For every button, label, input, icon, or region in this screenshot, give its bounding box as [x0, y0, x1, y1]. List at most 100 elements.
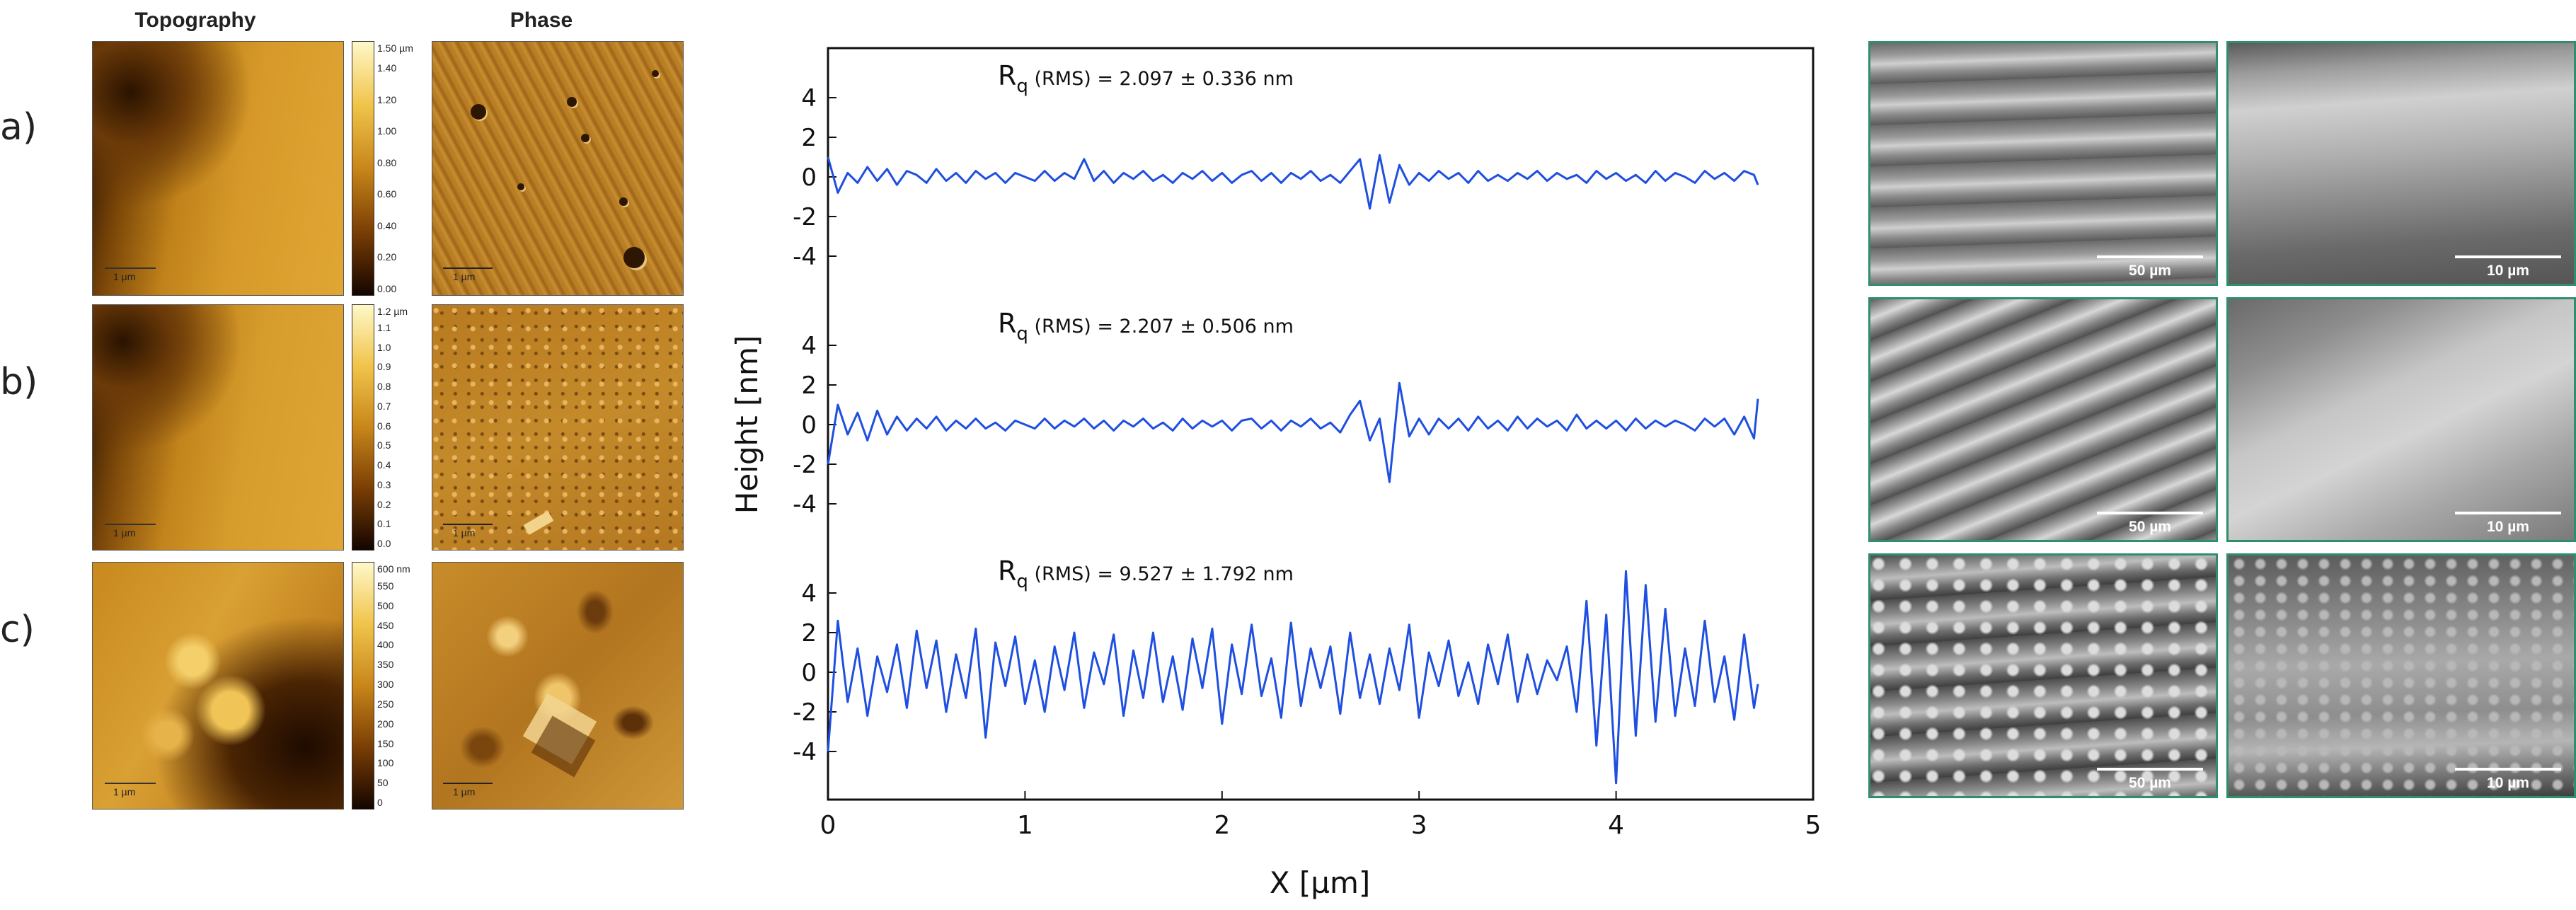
colorbar-c — [352, 562, 374, 810]
colorbar-tick-a: 0.40 — [377, 219, 397, 231]
y-tick-label-b: 0 — [801, 411, 817, 439]
colorbar-tick-c: 450 — [377, 619, 394, 631]
colorbar-unit-a: 1.50 µm — [377, 42, 413, 54]
colorbar-tick-b: 0.4 — [377, 459, 391, 471]
phase-image-b — [432, 304, 684, 551]
y-tick-label-b: -4 — [793, 490, 817, 519]
colorbar-tick-b: 1.1 — [377, 322, 391, 333]
phase-header: Phase — [510, 8, 573, 32]
colorbar-tick-a: 0.60 — [377, 188, 397, 200]
x-tick-label: 4 — [1608, 811, 1624, 840]
colorbar-tick-b: 0.7 — [377, 400, 391, 412]
sem-scale-label-b-left: 50 µm — [2129, 519, 2171, 535]
y-tick-label-b: -2 — [793, 451, 817, 479]
sem-scale-bar-b-left — [2097, 512, 2203, 514]
y-tick-label-a: 4 — [801, 84, 817, 113]
topography-image-b — [92, 304, 344, 551]
sem-scale-label-c-left: 50 µm — [2129, 775, 2171, 791]
topography-scale-bar-b — [105, 524, 156, 525]
topography-scale-bar-c — [105, 783, 156, 784]
colorbar-tick-b: 0.1 — [377, 518, 391, 530]
colorbar-tick-c: 350 — [377, 659, 394, 671]
row-label-a: a) — [0, 106, 38, 149]
colorbar-b — [352, 304, 374, 551]
colorbar-unit-c: 600 nm — [377, 563, 410, 575]
sem-image-a-right: 10 µm — [2226, 41, 2576, 286]
sem-scale-label-a-left: 50 µm — [2129, 263, 2171, 279]
phase-image-a — [432, 41, 684, 296]
colorbar-tick-b: 0.2 — [377, 498, 391, 510]
row-label-c: c) — [0, 609, 35, 651]
x-tick-label: 2 — [1214, 811, 1230, 840]
sem-scale-label-c-right: 10 µm — [2487, 775, 2529, 791]
colorbar-tick-c: 0 — [377, 797, 383, 808]
y-tick-label-a: 2 — [801, 124, 817, 152]
colorbar-tick-c: 500 — [377, 599, 394, 611]
colorbar-tick-c: 550 — [377, 580, 394, 592]
height-profile-line-c — [827, 570, 1759, 785]
sem-scale-label-a-right: 10 µm — [2487, 263, 2529, 279]
phase-scale-bar-b — [443, 524, 493, 525]
x-axis-label: X [µm] — [1270, 865, 1371, 900]
sem-scale-label-b-right: 10 µm — [2487, 519, 2529, 535]
colorbar-ticks-b: 1.1 1.0 0.9 0.8 0.7 0.6 0.5 0.4 0.3 0.2 0.1 0.0 — [377, 322, 434, 549]
phase-scale-bar-c — [443, 783, 493, 784]
y-tick-label-b: 2 — [801, 372, 817, 400]
topography-image-c — [92, 562, 344, 810]
phase-scale-bar-a — [443, 267, 493, 269]
colorbar-tick-c: 100 — [377, 757, 394, 769]
colorbar-tick-c: 50 — [377, 777, 389, 789]
colorbar-tick-b: 0.8 — [377, 381, 391, 393]
topography-scale-bar-a — [105, 267, 156, 269]
sem-image-b-left: 50 µm — [1868, 297, 2218, 542]
sem-scale-bar-c-left — [2097, 768, 2203, 771]
sem-image-b-right: 10 µm — [2226, 297, 2576, 542]
sem-scale-bar-a-left — [2097, 255, 2203, 258]
colorbar-ticks-a: 1.40 1.20 1.00 0.80 0.60 0.40 0.20 0.00 — [377, 62, 434, 294]
colorbar-tick-c: 150 — [377, 737, 394, 749]
colorbar-unit-b: 1.2 µm — [377, 306, 408, 317]
height-profile-line-a — [827, 154, 1759, 210]
colorbar-tick-b: 0.0 — [377, 538, 391, 549]
sem-image-c-right: 10 µm — [2226, 553, 2576, 798]
colorbar-tick-c: 300 — [377, 679, 394, 691]
phase-scale-label-a: 1 µm — [453, 271, 476, 282]
y-tick-label-c: 2 — [801, 619, 817, 647]
x-tick-label: 5 — [1805, 811, 1822, 840]
sem-image-c-left: 50 µm — [1868, 553, 2218, 798]
colorbar-tick-b: 0.9 — [377, 361, 391, 373]
colorbar-tick-a: 1.00 — [377, 125, 397, 137]
rq-annotation-a: Rq (RMS) = 2.097 ± 0.336 nm — [998, 60, 1294, 97]
y-tick-label-c: -2 — [793, 698, 817, 727]
height-profile-line-b — [827, 381, 1759, 483]
y-tick-label-a: 0 — [801, 163, 817, 192]
rq-annotation-b: Rq (RMS) = 2.207 ± 0.506 nm — [998, 308, 1294, 345]
y-axis-label: Height [nm] — [730, 335, 764, 514]
phase-scale-label-c: 1 µm — [453, 786, 476, 797]
x-tick-label: 3 — [1411, 811, 1427, 840]
topography-image-a — [92, 41, 344, 296]
colorbar-tick-c: 400 — [377, 639, 394, 651]
y-tick-label-c: 4 — [801, 580, 817, 608]
sem-scale-bar-b-right — [2455, 512, 2561, 514]
row-label-b: b) — [0, 361, 38, 403]
rq-annotation-c: Rq (RMS) = 9.527 ± 1.792 nm — [998, 555, 1294, 592]
colorbar-tick-a: 0.20 — [377, 251, 397, 263]
colorbar-tick-a: 1.20 — [377, 93, 397, 105]
topography-scale-label-c: 1 µm — [113, 786, 136, 797]
colorbar-tick-b: 0.3 — [377, 478, 391, 490]
y-tick-label-a: -4 — [793, 243, 817, 271]
x-tick-label: 0 — [820, 811, 836, 840]
colorbar-tick-b: 0.5 — [377, 439, 391, 451]
y-tick-label-b: 4 — [801, 332, 817, 360]
colorbar-tick-a: 0.80 — [377, 156, 397, 168]
colorbar-tick-b: 1.0 — [377, 341, 391, 353]
topography-scale-label-a: 1 µm — [113, 271, 136, 282]
colorbar-tick-c: 250 — [377, 698, 394, 710]
sem-image-a-left: 50 µm — [1868, 41, 2218, 286]
topography-header: Topography — [134, 8, 256, 32]
colorbar-tick-a: 1.40 — [377, 62, 397, 74]
height-profile-chart: 4 2 0 -2 -4 Rq (RMS) = 2.097 ± 0.336 nm 4 2 0 -2 -… — [730, 47, 1822, 900]
colorbar-tick-c: 200 — [377, 718, 394, 730]
sem-scale-bar-c-right — [2455, 768, 2561, 771]
